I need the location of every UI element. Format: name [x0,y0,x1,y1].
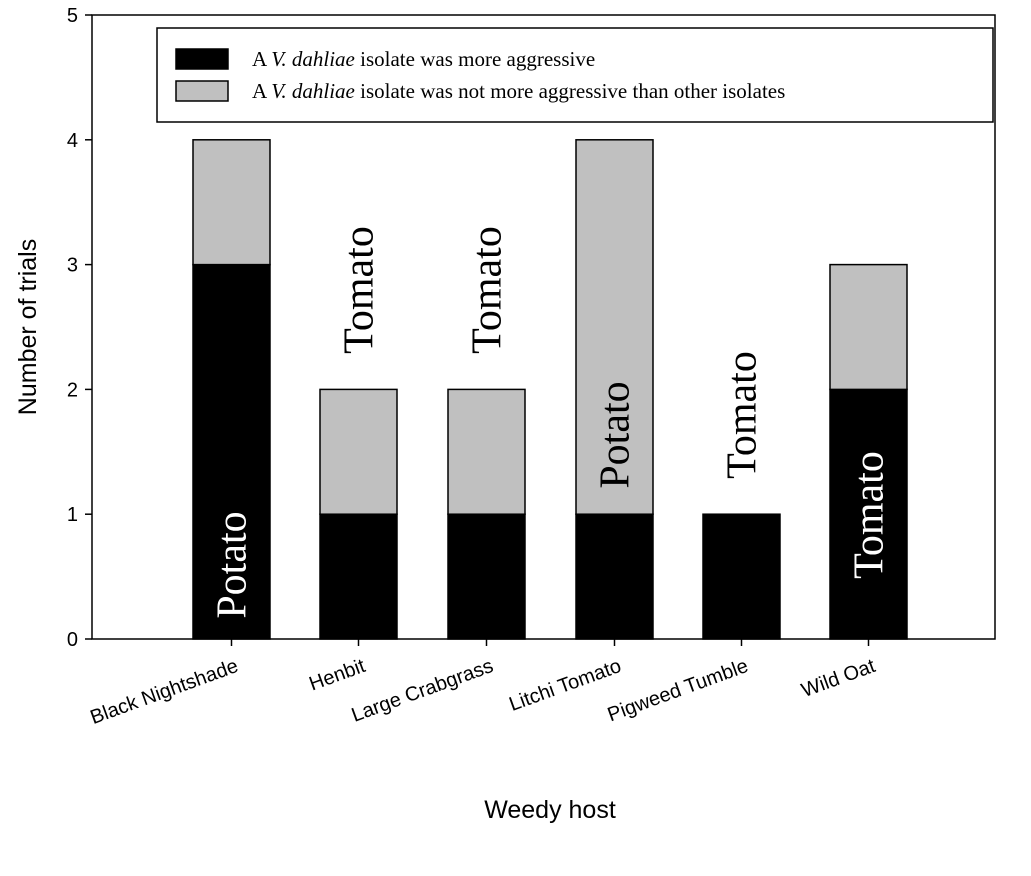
x-tick-label: Henbit [306,655,368,696]
legend-swatch [175,48,229,70]
host-annotation: Tomato [337,226,383,354]
bar-not-aggressive [575,139,654,515]
y-tick-label: 0 [67,629,78,651]
plot-frame [91,14,996,640]
bar-aggressive [575,513,654,640]
bar-aggressive [319,513,398,640]
host-annotation: Tomato [465,226,511,354]
bar-not-aggressive [319,388,398,515]
y-tick-label: 5 [67,5,78,27]
legend-label: A V. dahliae isolate was not more aggres… [252,79,785,103]
bar-not-aggressive [192,139,271,266]
legend-label: A V. dahliae isolate was more aggressive [252,47,595,71]
bar-aggressive [447,513,526,640]
y-tick-label: 1 [67,504,78,526]
bar-aggressive [192,263,271,640]
x-axis-title: Weedy host [484,796,616,824]
y-axis-title: Number of trials [14,239,42,415]
bar-not-aggressive [829,263,908,391]
host-annotation: Tomato [720,351,766,479]
legend-box [156,27,994,123]
y-tick-label: 4 [67,130,78,152]
bar-not-aggressive [447,388,526,515]
x-tick-label: Large Crabgrass [349,655,497,727]
y-tick-label: 3 [67,255,78,277]
host-annotation: Potato [593,381,639,488]
host-annotation: Potato [210,511,256,618]
legend-swatch [175,80,229,102]
bar-aggressive [702,513,781,640]
x-tick-label: Black Nightshade [87,655,241,729]
host-annotation: Tomato [847,451,893,579]
y-tick-label: 2 [67,379,78,401]
x-tick-label: Wild Oat [799,655,879,702]
x-tick-label: Pigweed Tumble [605,655,751,726]
